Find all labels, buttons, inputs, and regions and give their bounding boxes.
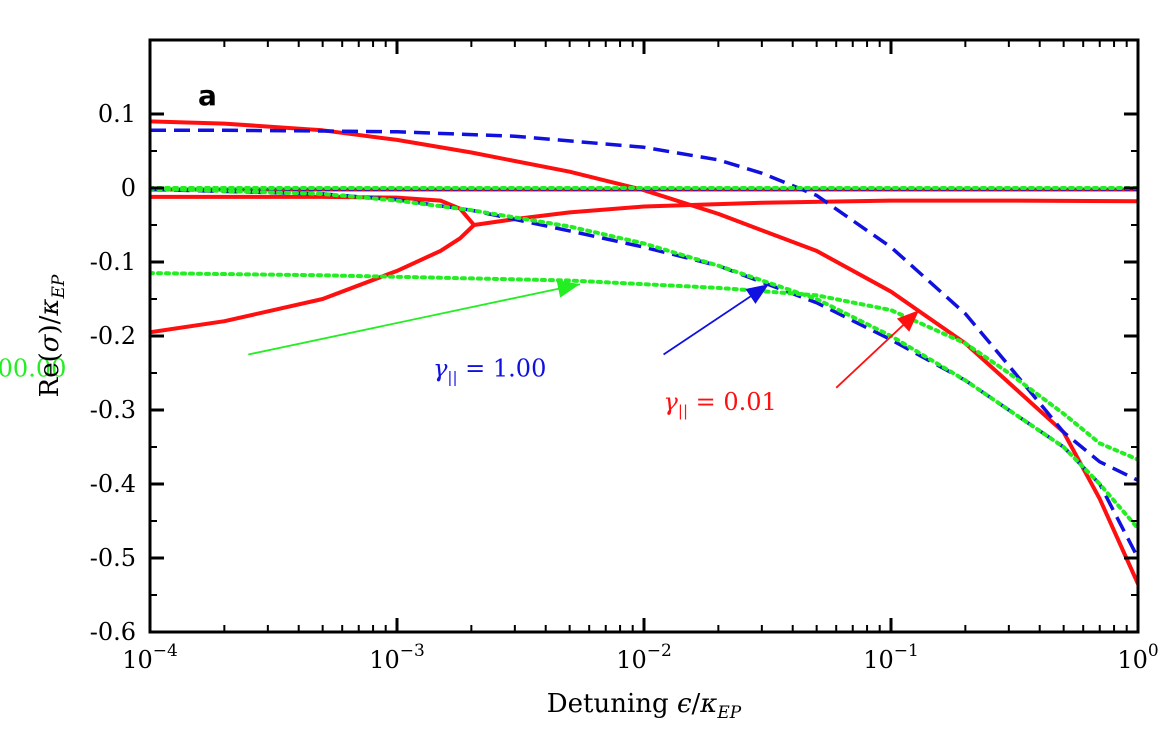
series-line-5 xyxy=(150,128,1138,482)
annotations-layer: γ|| = 100.00 γ|| = 1.00 γ|| = 0.01 xyxy=(0,279,920,420)
annotation-arrow-head xyxy=(745,284,769,304)
y-axis-title: Re(σ)/κEP xyxy=(35,274,69,397)
series-line-2 xyxy=(150,194,476,335)
annotation-arrow-head xyxy=(556,279,580,298)
x-tick-label: 10−4 xyxy=(122,641,178,674)
series-line-1 xyxy=(150,119,1138,586)
x-tick-label: 100 xyxy=(1117,641,1158,674)
y-tick-label: -0.5 xyxy=(90,544,136,572)
y-tick-label: -0.3 xyxy=(90,396,136,424)
y-tick-label: 0.1 xyxy=(98,100,136,128)
panel-label: a xyxy=(198,79,217,112)
curves-layer xyxy=(150,119,1138,586)
x-tick-label: 10−3 xyxy=(369,641,425,674)
series-line-9 xyxy=(150,186,1138,531)
annotation-label: γ|| = 0.01 xyxy=(664,388,777,420)
series-line-8 xyxy=(150,271,1138,462)
y-tick-label: -0.2 xyxy=(90,322,136,350)
annotation-arrow-head xyxy=(896,310,920,332)
series-line-3 xyxy=(472,198,1138,227)
ticks-layer: 0.1 0 -0.1 -0.2 -0.3 -0.4 -0.5 -0.610−4 10−3 10−2… xyxy=(90,40,1159,674)
x-tick-label: 10−1 xyxy=(863,641,919,674)
annotation-label: γ|| = 100.00 xyxy=(0,355,66,387)
y-tick-label: -0.4 xyxy=(90,470,136,498)
annotation-arrow-line xyxy=(248,283,581,356)
x-axis-title: Detuning ϵ/κEP xyxy=(547,689,742,723)
y-tick-label: -0.6 xyxy=(90,618,136,646)
x-tick-label: 10−2 xyxy=(616,641,672,674)
y-tick-label: 0 xyxy=(121,174,136,202)
annotation-label: γ|| = 1.00 xyxy=(433,355,546,387)
y-tick-label: -0.1 xyxy=(90,248,136,276)
